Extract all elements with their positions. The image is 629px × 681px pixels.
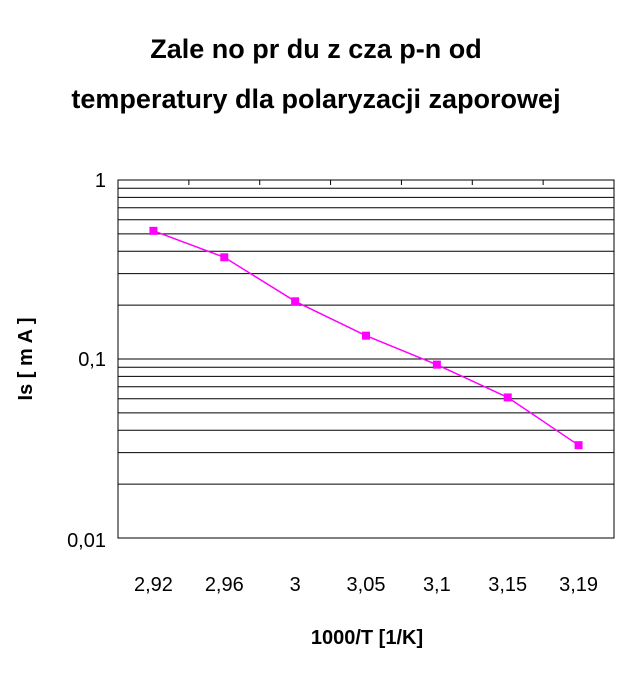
data-point [149, 226, 158, 235]
series [149, 226, 583, 450]
x-tick-label: 2,96 [205, 574, 244, 596]
data-point [291, 297, 300, 306]
y-tick-label-1: 1 [95, 170, 106, 192]
x-tick-label: 3,05 [347, 574, 386, 596]
plot-area-border [117, 179, 615, 539]
x-axis-ticks [188, 180, 544, 185]
x-tick-label: 2,92 [134, 574, 173, 596]
y-axis-label: Is [ m A ] [15, 318, 37, 401]
x-axis-label: 1000/T [1/K] [311, 627, 423, 649]
x-tick-label: 3,19 [559, 574, 598, 596]
x-tick-label: 3,15 [488, 574, 527, 596]
data-point [432, 360, 441, 369]
data-point [503, 393, 512, 402]
chart-title-line-1: Zale no pr du z cza p-n od [150, 34, 482, 64]
data-point [362, 331, 370, 340]
y-tick-label-0-01: 0,01 [67, 530, 106, 552]
x-tick-label: 3 [290, 574, 301, 596]
y-axis-tick-labels: 1 0,1 0,01 [67, 170, 106, 552]
x-tick-label: 3,1 [423, 574, 451, 596]
grid-lines [118, 179, 614, 539]
x-axis-tick-labels: 2,92 2,96 3 3,05 3,1 3,15 3,19 [134, 574, 598, 596]
data-point [574, 441, 583, 450]
data-point [220, 253, 229, 262]
chart-title-line-2: temperatury dla polaryzacji zaporowej [71, 84, 560, 114]
y-tick-label-0-1: 0,1 [78, 349, 106, 371]
